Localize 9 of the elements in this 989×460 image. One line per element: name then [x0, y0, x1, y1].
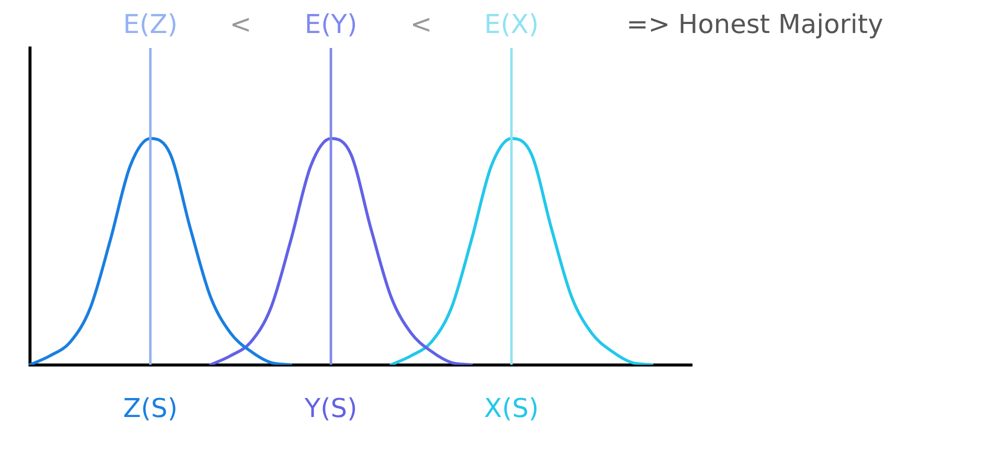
- x-tick-label: X(S): [484, 394, 539, 424]
- ref-line-label: E(X): [484, 10, 539, 40]
- x-tick-label: Z(S): [123, 394, 178, 424]
- ref-line-label: E(Z): [123, 10, 178, 40]
- text: => Honest Majority: [626, 10, 884, 40]
- x-tick-label: Y(S): [304, 394, 358, 424]
- text: <: [410, 10, 432, 40]
- ref-line-label: E(Y): [304, 10, 358, 40]
- text: <: [230, 10, 252, 40]
